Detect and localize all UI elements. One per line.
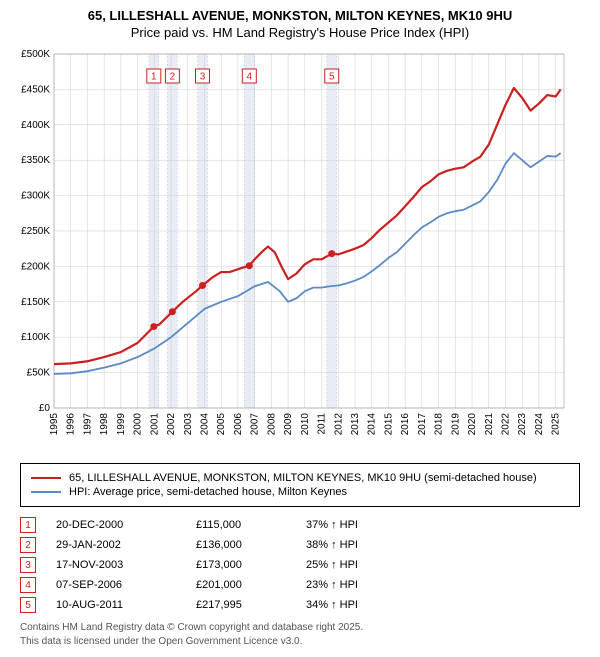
svg-text:2011: 2011 xyxy=(317,413,328,435)
sale-diff: 38% ↑ HPI xyxy=(306,539,406,551)
sale-date: 20-DEC-2000 xyxy=(56,519,196,531)
sale-date: 29-JAN-2002 xyxy=(56,539,196,551)
svg-text:2007: 2007 xyxy=(250,413,261,436)
svg-text:1: 1 xyxy=(151,72,157,83)
chart-subtitle: Price paid vs. HM Land Registry's House … xyxy=(10,25,590,40)
svg-text:2006: 2006 xyxy=(233,413,244,436)
svg-text:2005: 2005 xyxy=(216,413,227,436)
sales-row: 1 20-DEC-2000£115,00037% ↑ HPI xyxy=(20,517,580,533)
svg-text:£300K: £300K xyxy=(21,191,50,202)
svg-text:2012: 2012 xyxy=(333,413,344,436)
svg-text:£450K: £450K xyxy=(21,84,50,95)
sale-diff: 25% ↑ HPI xyxy=(306,559,406,571)
svg-text:1995: 1995 xyxy=(49,413,60,436)
svg-text:2019: 2019 xyxy=(450,413,461,436)
sale-marker-icon: 4 xyxy=(20,577,36,593)
chart-svg: £0 £50K £100K £150K £200K £250K £300K £350K £400… xyxy=(10,48,570,448)
svg-text:£100K: £100K xyxy=(21,332,50,343)
sale-date: 10-AUG-2011 xyxy=(56,599,196,611)
svg-text:£50K: £50K xyxy=(27,368,51,379)
svg-text:2008: 2008 xyxy=(266,413,277,436)
legend-swatch xyxy=(31,477,61,479)
sale-date: 07-SEP-2006 xyxy=(56,579,196,591)
svg-text:£500K: £500K xyxy=(21,49,50,60)
svg-text:1998: 1998 xyxy=(99,413,110,436)
chart-title: 65, LILLESHALL AVENUE, MONKSTON, MILTON … xyxy=(10,8,590,23)
sales-row: 3 17-NOV-2003£173,00025% ↑ HPI xyxy=(20,557,580,573)
svg-text:2022: 2022 xyxy=(500,413,511,436)
sale-diff: 23% ↑ HPI xyxy=(306,579,406,591)
svg-text:2000: 2000 xyxy=(133,413,144,436)
sales-row: 4 07-SEP-2006£201,00023% ↑ HPI xyxy=(20,577,580,593)
sale-marker-icon: 1 xyxy=(20,517,36,533)
svg-text:£250K: £250K xyxy=(21,226,50,237)
sale-price: £115,000 xyxy=(196,519,306,531)
sale-price: £136,000 xyxy=(196,539,306,551)
svg-text:2001: 2001 xyxy=(149,413,160,436)
footer-line-2: This data is licensed under the Open Gov… xyxy=(20,635,580,649)
sale-diff: 37% ↑ HPI xyxy=(306,519,406,531)
svg-text:4: 4 xyxy=(247,72,253,83)
legend-swatch xyxy=(31,491,61,493)
svg-text:2020: 2020 xyxy=(467,413,478,436)
svg-text:2017: 2017 xyxy=(417,413,428,436)
svg-text:2023: 2023 xyxy=(517,413,528,436)
svg-text:2014: 2014 xyxy=(367,413,378,436)
legend-label: 65, LILLESHALL AVENUE, MONKSTON, MILTON … xyxy=(69,472,537,484)
sale-diff: 34% ↑ HPI xyxy=(306,599,406,611)
svg-text:2018: 2018 xyxy=(434,413,445,436)
svg-text:5: 5 xyxy=(329,72,335,83)
legend-box: 65, LILLESHALL AVENUE, MONKSTON, MILTON … xyxy=(20,463,580,507)
svg-text:2002: 2002 xyxy=(166,413,177,436)
sale-price: £201,000 xyxy=(196,579,306,591)
sale-price: £217,995 xyxy=(196,599,306,611)
svg-text:1997: 1997 xyxy=(82,413,93,436)
sales-table: 1 20-DEC-2000£115,00037% ↑ HPI 2 29-JAN-200… xyxy=(20,517,580,613)
sales-row: 2 29-JAN-2002£136,00038% ↑ HPI xyxy=(20,537,580,553)
svg-text:£150K: £150K xyxy=(21,297,50,308)
svg-text:£400K: £400K xyxy=(21,120,50,131)
sales-row: 5 10-AUG-2011£217,99534% ↑ HPI xyxy=(20,597,580,613)
svg-text:2021: 2021 xyxy=(484,413,495,436)
svg-text:2003: 2003 xyxy=(183,413,194,436)
svg-text:£200K: £200K xyxy=(21,261,50,272)
legend-label: HPI: Average price, semi-detached house,… xyxy=(69,486,347,498)
svg-text:2004: 2004 xyxy=(199,413,210,436)
sale-date: 17-NOV-2003 xyxy=(56,559,196,571)
svg-text:£350K: £350K xyxy=(21,155,50,166)
svg-text:2016: 2016 xyxy=(400,413,411,436)
svg-text:2013: 2013 xyxy=(350,413,361,436)
sale-marker-icon: 2 xyxy=(20,537,36,553)
svg-text:2024: 2024 xyxy=(534,413,545,436)
sale-marker-icon: 5 xyxy=(20,597,36,613)
svg-text:1996: 1996 xyxy=(66,413,77,436)
chart-area: £0 £50K £100K £150K £200K £250K £300K £350K £400… xyxy=(10,48,590,453)
svg-text:2015: 2015 xyxy=(383,413,394,436)
svg-text:2: 2 xyxy=(170,72,176,83)
sale-marker-icon: 3 xyxy=(20,557,36,573)
svg-text:2009: 2009 xyxy=(283,413,294,436)
svg-text:1999: 1999 xyxy=(116,413,127,436)
sale-price: £173,000 xyxy=(196,559,306,571)
legend-row: HPI: Average price, semi-detached house,… xyxy=(31,486,569,498)
svg-text:3: 3 xyxy=(200,72,206,83)
svg-text:2010: 2010 xyxy=(300,413,311,436)
svg-text:2025: 2025 xyxy=(551,413,562,436)
footer-line-1: Contains HM Land Registry data © Crown c… xyxy=(20,621,580,635)
svg-text:£0: £0 xyxy=(39,403,51,414)
legend-row: 65, LILLESHALL AVENUE, MONKSTON, MILTON … xyxy=(31,472,569,484)
